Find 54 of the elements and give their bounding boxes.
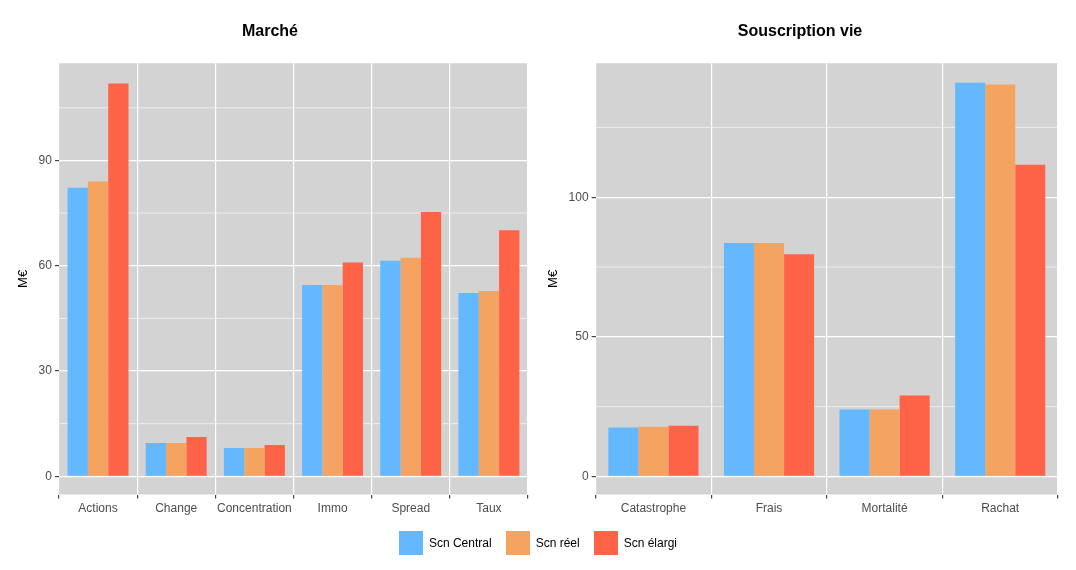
bar bbox=[342, 262, 364, 476]
x-tick-label: Frais bbox=[755, 501, 783, 516]
bar bbox=[108, 83, 129, 476]
bar bbox=[499, 230, 520, 476]
x-tick-label: Catastrophe bbox=[620, 501, 687, 516]
bar bbox=[400, 257, 421, 476]
y-tick-label: 0 bbox=[45, 468, 53, 483]
bar bbox=[264, 445, 285, 476]
bar bbox=[985, 84, 1016, 476]
bar bbox=[67, 187, 88, 476]
x-tick-label: Rachat bbox=[981, 501, 1020, 516]
y-axis-title: M€ bbox=[545, 269, 561, 288]
bar bbox=[322, 285, 343, 476]
chart-title: Souscription vie bbox=[737, 22, 863, 40]
y-tick-label: 30 bbox=[38, 363, 53, 378]
bar bbox=[668, 425, 699, 476]
bar bbox=[380, 260, 401, 476]
y-tick-label: 100 bbox=[568, 189, 589, 204]
bar bbox=[302, 285, 323, 476]
x-tick-label: Taux bbox=[476, 501, 502, 516]
bar bbox=[608, 427, 639, 476]
bar bbox=[223, 447, 245, 476]
bar bbox=[784, 254, 815, 476]
bar bbox=[955, 82, 986, 476]
bar bbox=[87, 181, 109, 476]
bar bbox=[458, 293, 479, 476]
x-tick-label: Spread bbox=[391, 501, 431, 516]
bar bbox=[166, 443, 187, 476]
y-axis-title: M€ bbox=[15, 269, 31, 288]
legend-label: Scn Central bbox=[428, 536, 492, 550]
y-tick-label: 50 bbox=[575, 329, 589, 344]
bar bbox=[1015, 164, 1046, 476]
y-tick-label: 0 bbox=[581, 468, 589, 483]
bar bbox=[478, 291, 500, 476]
bar bbox=[145, 443, 167, 476]
bar bbox=[839, 409, 870, 476]
bar bbox=[753, 243, 785, 476]
x-tick-label: Concentration bbox=[217, 501, 292, 516]
x-tick-label: Actions bbox=[78, 501, 118, 516]
bar bbox=[869, 409, 900, 476]
x-tick-label: Mortalité bbox=[861, 501, 908, 516]
bar bbox=[638, 426, 669, 476]
bar bbox=[420, 212, 442, 476]
legend-label: Scn élargi bbox=[623, 536, 678, 550]
x-tick-label: Immo bbox=[317, 501, 348, 516]
bar bbox=[723, 243, 754, 476]
bar bbox=[244, 447, 265, 476]
x-tick-label: Change bbox=[155, 501, 198, 516]
bar bbox=[899, 395, 930, 476]
bar bbox=[186, 437, 207, 476]
chart-title: Marché bbox=[241, 22, 299, 40]
y-tick-label: 90 bbox=[38, 152, 53, 167]
y-tick-label: 60 bbox=[38, 258, 53, 273]
legend-label: Scn réel bbox=[535, 536, 580, 550]
